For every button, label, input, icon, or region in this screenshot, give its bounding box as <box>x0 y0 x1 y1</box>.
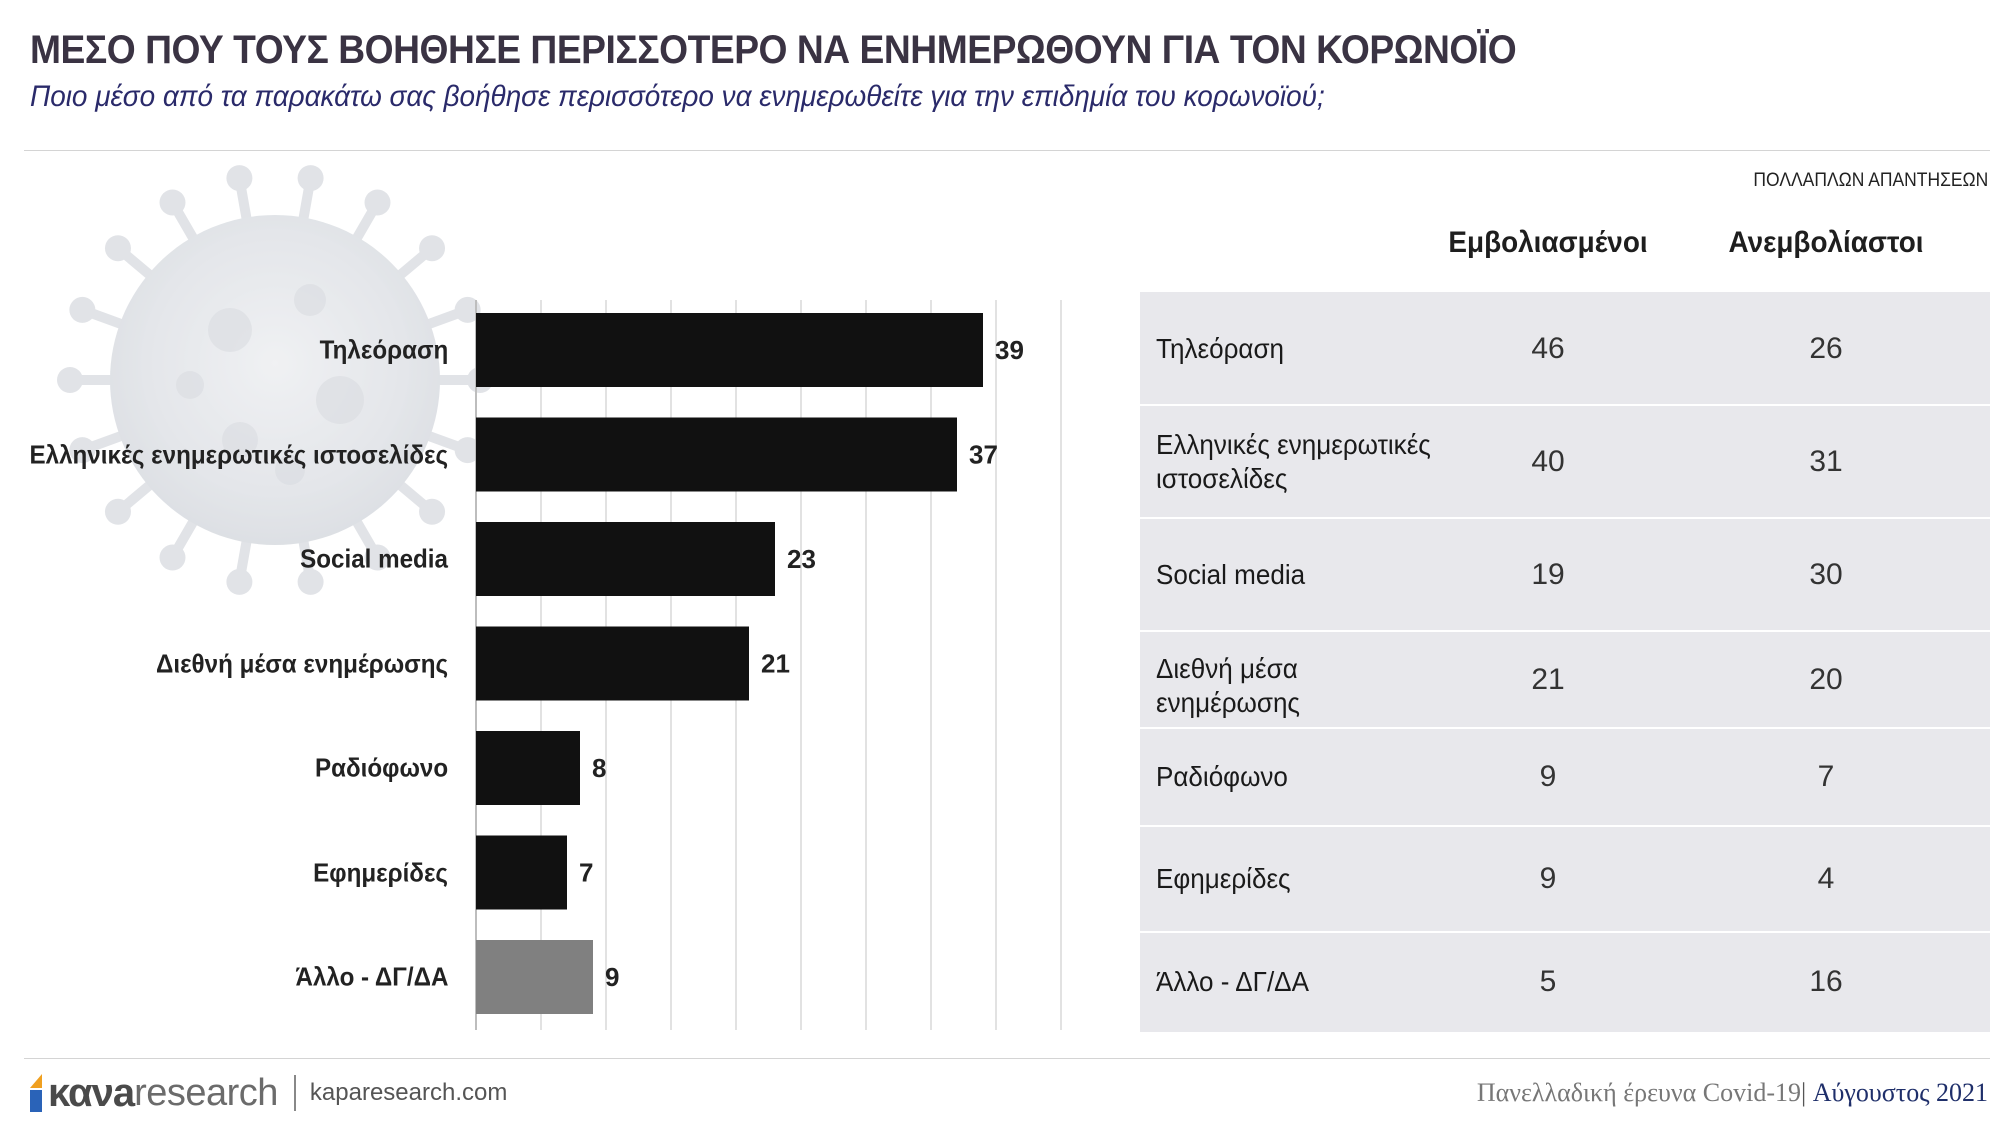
bar <box>476 626 749 701</box>
table-cell-unvaccinated: 31 <box>1809 444 1843 478</box>
top-divider <box>24 150 1990 151</box>
comparison-table: Τηλεόραση 46 26 Ελληνικές ενημερωτικές ιστο… <box>1140 292 1990 1032</box>
table-row-label: Διεθνή μέσα ενημέρωσης <box>1156 652 1300 718</box>
table-row: Άλλο - ΔΓ/ΔΑ 5 16 <box>1140 932 1990 1032</box>
table-cell-vaccinated: 9 <box>1539 862 1557 895</box>
logo-separator <box>293 1075 296 1111</box>
table-row: Εφημερίδες 9 4 <box>1140 826 1990 932</box>
category-label: Εφημερίδες <box>313 857 448 887</box>
table-row: Διεθνή μέσα ενημέρωσης 21 20 <box>1140 631 1990 728</box>
footer-survey-info: Πανελλαδική έρευνα Covid-19| Αύγουστος 2… <box>1477 1078 1988 1108</box>
table-row-separator <box>1140 931 1990 933</box>
table-row-separator <box>1140 630 1990 632</box>
bar-value-label: 8 <box>592 753 606 783</box>
table-cell-unvaccinated: 26 <box>1809 331 1843 365</box>
multiple-answers-note: ΠΟΛΛΑΠΛΩΝ ΑΠΑΝΤΗΣΕΩΝ <box>1753 170 1988 191</box>
bar <box>476 940 593 1014</box>
column-header-unvaccinated: Ανεμβολίαστοι <box>1728 226 1924 259</box>
page-subtitle: Ποιο μέσο από τα παρακάτω σας βοήθησε πε… <box>30 80 1325 113</box>
table-row-separator <box>1140 825 1990 827</box>
table-cell-vaccinated: 46 <box>1531 331 1565 365</box>
category-label: Ελληνικές ενημερωτικές ιστοσελίδες <box>29 439 448 469</box>
page-title: ΜΕΣΟ ΠΟΥ ΤΟΥΣ ΒΟΗΘΗΣΕ ΠΕΡΙΣΣΟΤΕΡΟ ΝΑ ΕΝΗ… <box>30 28 1517 72</box>
survey-date: Αύγουστος 2021 <box>1812 1078 1988 1107</box>
category-label: Άλλο - ΔΓ/ΔΑ <box>295 961 448 992</box>
table-row-label: Άλλο - ΔΓ/ΔΑ <box>1156 966 1309 997</box>
table-row: Social media 19 30 <box>1140 518 1990 631</box>
table-cell-vaccinated: 19 <box>1531 557 1565 591</box>
footer-logo: κανa research kaparesearch.com <box>26 1068 507 1118</box>
table-cell-vaccinated: 21 <box>1531 662 1565 696</box>
table-row-separator <box>1140 404 1990 406</box>
bar-value-label: 21 <box>761 649 790 679</box>
kapa-logo-icon <box>30 1074 42 1112</box>
table-row-label: Εφημερίδες <box>1156 863 1291 894</box>
bar <box>476 313 983 387</box>
logo-wordmark-light: research <box>134 1071 278 1114</box>
bar-value-label: 39 <box>995 335 1024 365</box>
category-label: Τηλεόραση <box>319 334 448 365</box>
table-cell-vaccinated: 40 <box>1531 444 1565 478</box>
bar-value-label: 7 <box>579 858 593 888</box>
website-url: kaparesearch.com <box>309 1079 508 1106</box>
table-cell-unvaccinated: 7 <box>1817 760 1835 793</box>
table-row-separator <box>1140 517 1990 519</box>
table-cell-unvaccinated: 4 <box>1817 862 1835 895</box>
bar-value-label: 9 <box>605 962 619 992</box>
bar <box>476 417 957 492</box>
bottom-divider <box>24 1058 1990 1059</box>
table-row: Ραδιόφωνο 9 7 <box>1140 728 1990 826</box>
bar <box>476 522 775 596</box>
category-label: Social media <box>300 543 448 574</box>
bar <box>476 731 580 805</box>
table-cell-unvaccinated: 16 <box>1809 965 1843 998</box>
table-cell-unvaccinated: 30 <box>1809 557 1843 591</box>
table-row-label: Social media <box>1156 558 1306 590</box>
table-cell-vaccinated: 9 <box>1539 760 1557 793</box>
footer-pipe: | <box>1801 1078 1813 1107</box>
table-row-label: Ραδιόφωνο <box>1156 761 1288 792</box>
category-label: Ραδιόφωνο <box>314 752 448 783</box>
bar-value-label: 37 <box>969 440 998 470</box>
logo-wordmark-bold: κανa <box>48 1070 135 1115</box>
coronavirus-background-image <box>57 165 493 595</box>
table-row: Ελληνικές ενημερωτικές ιστοσελίδες 40 31 <box>1140 405 1990 518</box>
table-row: Τηλεόραση 46 26 <box>1140 292 1990 405</box>
table-row-label: Ελληνικές ενημερωτικές ιστοσελίδες <box>1156 428 1431 494</box>
column-header-vaccinated: Εμβολιασμένοι <box>1448 226 1648 259</box>
category-label: Διεθνή μέσα ενημέρωσης <box>155 648 448 678</box>
table-cell-unvaccinated: 20 <box>1809 662 1843 696</box>
table-row-label: Τηλεόραση <box>1156 332 1285 364</box>
bar <box>476 835 567 910</box>
table-cell-vaccinated: 5 <box>1539 965 1557 998</box>
survey-name: Πανελλαδική έρευνα Covid-19 <box>1476 1078 1801 1107</box>
bar-value-label: 23 <box>787 544 816 574</box>
table-row-separator <box>1140 727 1990 729</box>
